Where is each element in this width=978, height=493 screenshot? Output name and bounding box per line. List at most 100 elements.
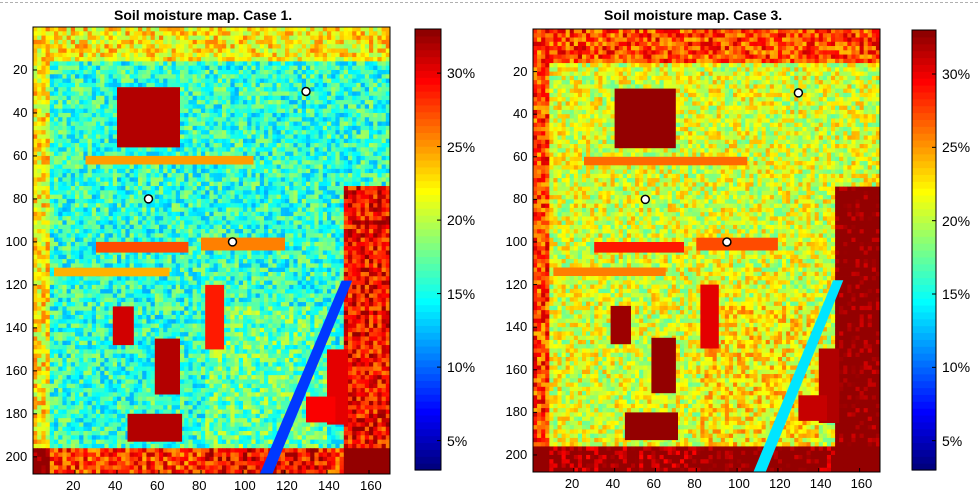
heatmap-cell [369,31,374,36]
heatmap-cell [201,263,206,269]
heatmap-cell [70,194,76,200]
heatmap-cell [297,190,303,196]
heatmap-cell [129,194,135,200]
heatmap-cell [369,186,374,191]
heatmap-cell [230,233,235,239]
heatmap-cell [142,151,147,157]
heatmap-cell [58,177,63,183]
heatmap-cell [108,194,114,200]
heatmap-cell [343,186,349,191]
heatmap-cell [58,276,63,281]
heatmap-cell [104,134,109,140]
heatmap-cell [62,250,67,256]
heatmap-cell [318,173,324,178]
heatmap-cell [49,100,55,105]
heatmap-cell [45,35,51,41]
heatmap-cell [175,233,181,239]
heatmap-cell [247,164,252,170]
heatmap-cell [138,78,143,84]
heatmap-cell [327,190,332,196]
heatmap-cell [364,91,370,97]
heatmap-cell [217,27,223,32]
heatmap-cell [381,44,387,49]
heatmap-cell [268,207,273,213]
heatmap-cell [243,190,248,196]
heatmap-cell [54,138,59,144]
heatmap-cell [352,155,357,161]
heatmap-cell [255,117,261,122]
heatmap-cell [234,65,240,71]
heatmap-cell [226,259,231,264]
heatmap-cell [385,65,391,71]
heatmap-cell [159,168,164,174]
heatmap-cell [75,207,80,213]
heatmap-cell [70,263,76,269]
heatmap-cell [356,267,361,273]
heatmap-cell [322,65,328,71]
heatmap-cell [192,181,198,187]
heatmap-cell [37,52,42,58]
heatmap-cell [259,190,265,196]
heatmap-cell [79,241,84,247]
heatmap-cell [41,138,46,144]
heatmap-cell [327,267,332,273]
heatmap-cell [33,246,38,251]
heatmap-cell [255,229,261,234]
heatmap-cell [188,87,193,92]
heatmap-cell [322,35,328,41]
heatmap-cell [163,259,168,264]
heatmap-cell [327,246,332,251]
heatmap-cell [213,65,219,71]
heatmap-cell [285,250,290,256]
heatmap-cell [230,61,235,67]
heatmap-cell [272,31,277,36]
heatmap-cell [91,134,97,140]
heatmap-cell [327,216,332,221]
heatmap-cell [251,186,256,191]
heatmap-cell [343,87,349,92]
heatmap-cell [335,155,340,161]
heatmap-cell [196,74,202,79]
heatmap-cell [247,125,252,131]
heatmap-cell [280,125,286,131]
heatmap-cell [297,87,303,92]
heatmap-cell [45,121,51,127]
heatmap-cell [280,134,286,140]
heatmap-cell [75,241,80,247]
heatmap-cell [66,48,72,54]
heatmap-cell [369,160,374,165]
heatmap-cell [201,220,206,226]
heatmap-cell [75,250,80,256]
heatmap-cell [171,74,177,79]
heatmap-cell [217,57,223,62]
heatmap-cell [49,211,55,217]
heatmap-cell [213,78,219,84]
heatmap-cell [289,155,294,161]
heatmap-cell [209,48,214,54]
heatmap-cell [117,151,122,157]
heatmap-cell [91,27,97,32]
heatmap-cell [285,181,290,187]
heatmap-cell [62,134,67,140]
heatmap-cell [192,168,198,174]
heatmap-cell [360,108,366,114]
heatmap-cell [104,27,109,32]
heatmap-cell [146,229,151,234]
heatmap-cell [289,190,294,196]
heatmap-cell [62,95,67,101]
heatmap-cell [356,190,361,196]
heatmap-cell [335,82,340,88]
heatmap-cell [41,263,46,269]
heatmap-cell [163,250,168,256]
heatmap-cell [213,112,219,118]
heatmap-cell [247,82,252,88]
heatmap-cell [100,138,105,144]
heatmap-cell [348,271,353,277]
heatmap-cell [322,143,328,148]
heatmap-cell [91,186,97,191]
heatmap-cell [259,87,265,92]
heatmap-cell [243,78,248,84]
heatmap-cell [171,203,177,208]
heatmap-cell [339,224,345,230]
heatmap-cell [213,91,219,97]
